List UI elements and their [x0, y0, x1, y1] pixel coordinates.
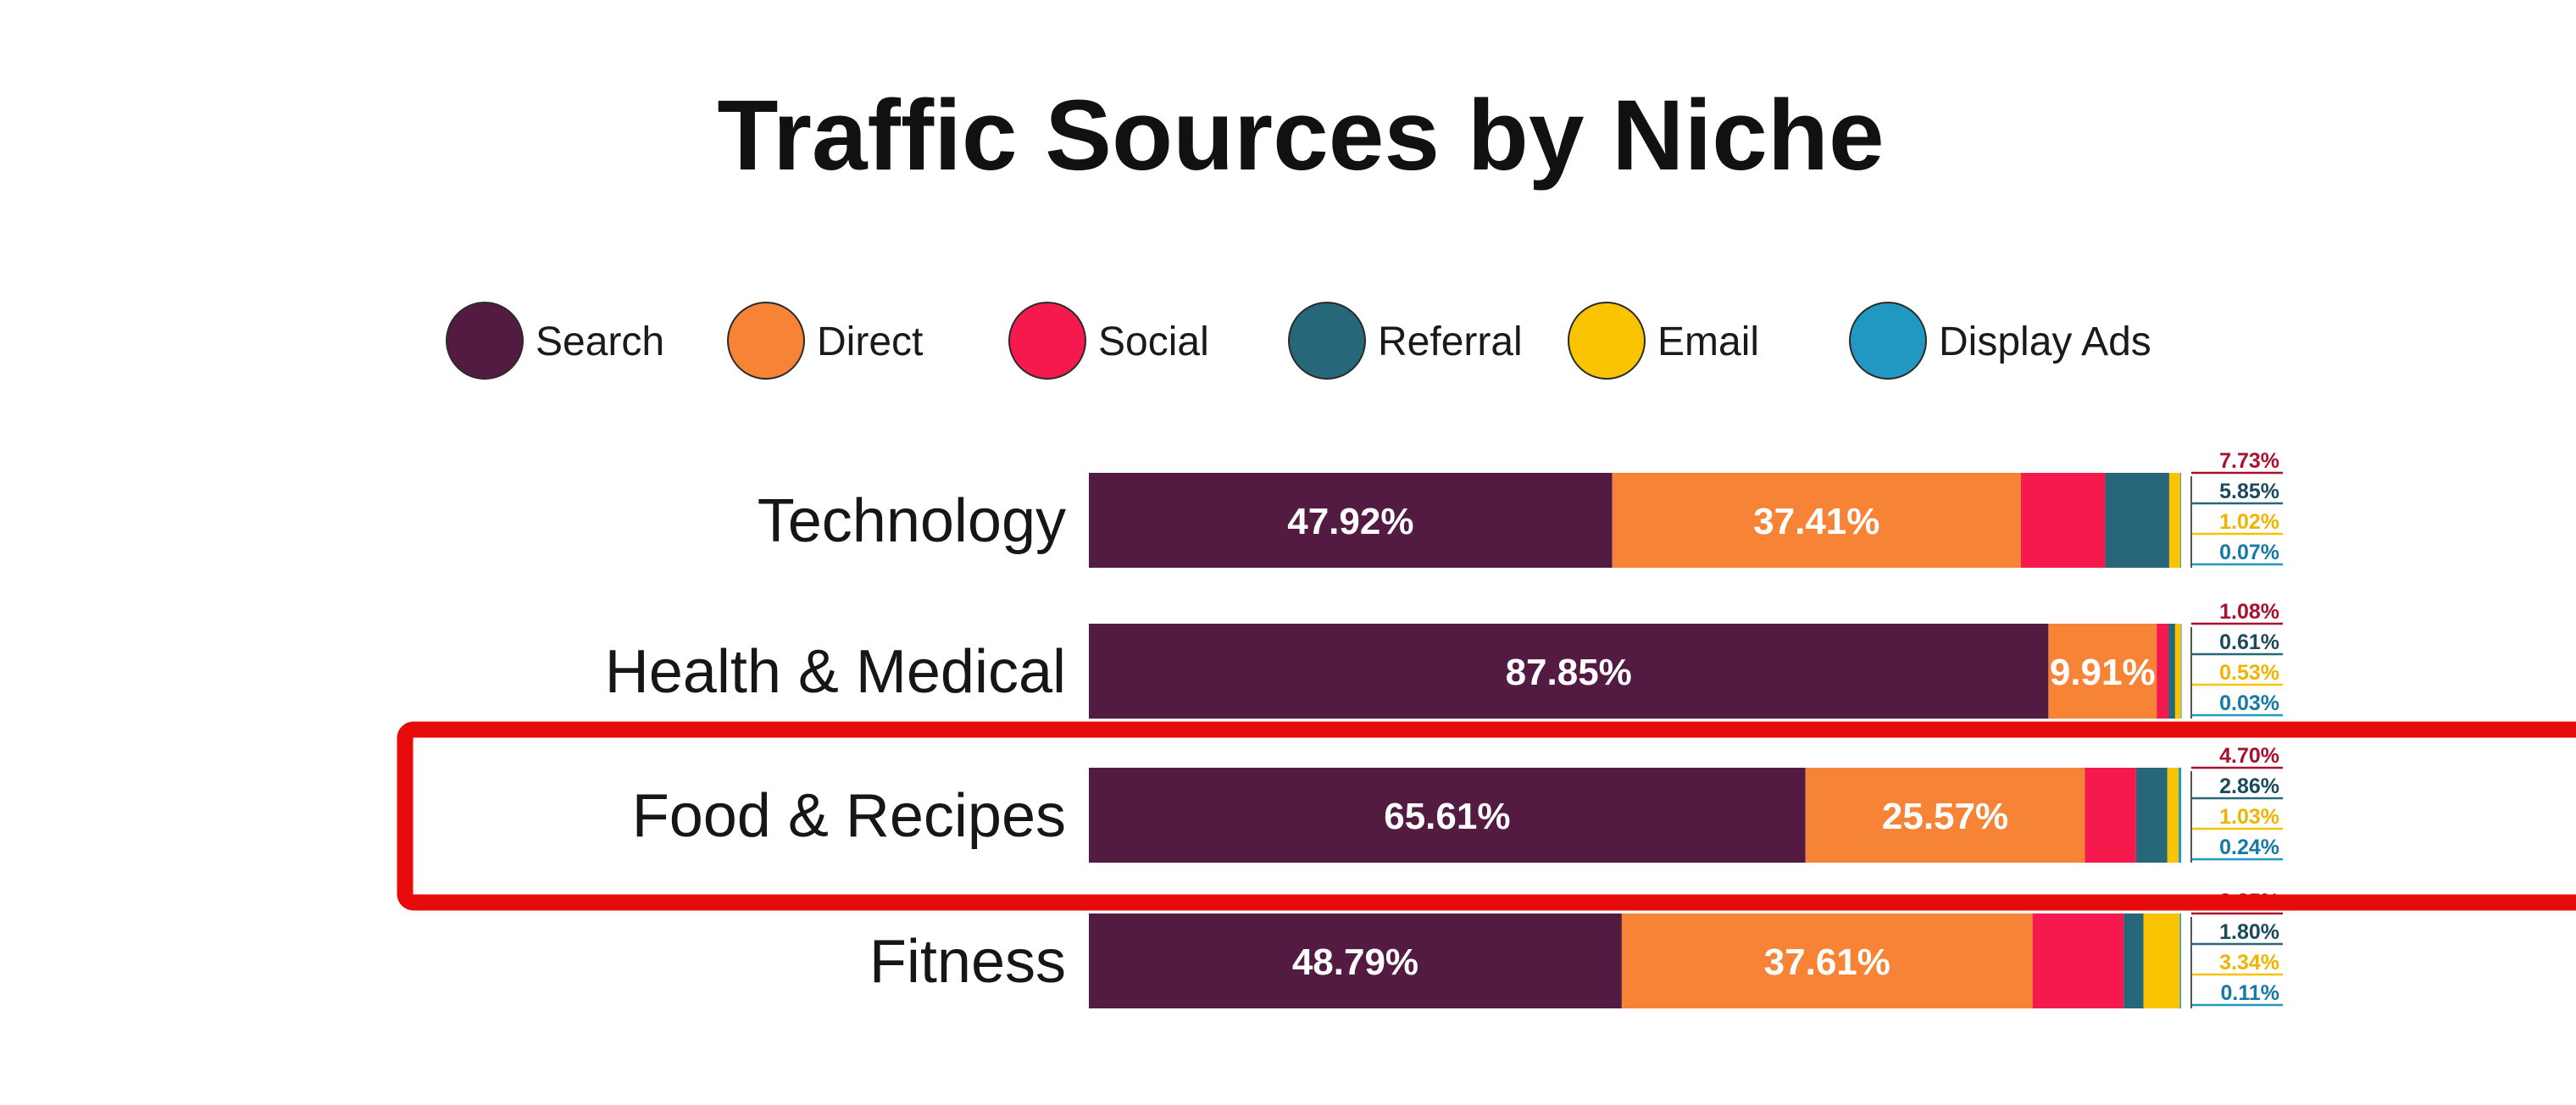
side-value-label: 4.70% [2219, 744, 2279, 768]
side-value-label: 0.53% [2219, 661, 2279, 685]
bar-segment-referral [2135, 768, 2168, 863]
legend-item-display-ads: Display Ads [1849, 302, 2151, 380]
chart-title: Traffic Sources by Niche [717, 80, 1884, 192]
legend-item-search: Search [446, 302, 664, 380]
bar-segment-email [2174, 624, 2181, 719]
bar-segment-email [2167, 768, 2179, 863]
bar-segment-referral [2105, 473, 2169, 568]
legend-swatch-display-ads [1849, 302, 1927, 380]
bar-group-technology: Technology 47.92% 37.41% 7.73% 5.85% 1.02% 0.0… [758, 449, 2283, 568]
category-label: Fitness [869, 928, 1066, 996]
side-value-label: 0.61% [2219, 630, 2279, 654]
legend-label: Display Ads [1939, 319, 2151, 364]
bar-value-label: 25.57% [1882, 796, 2008, 837]
side-value-label: 2.86% [2219, 775, 2279, 798]
side-value-label: 7.73% [2219, 449, 2279, 473]
side-value-label: 1.03% [2219, 805, 2279, 829]
legend-swatch-search [446, 302, 524, 380]
legend-label: Search [536, 319, 664, 364]
bar-value-label: 47.92% [1287, 501, 1413, 542]
highlight-rectangle [397, 721, 2576, 911]
bar-value-label: 37.41% [1753, 501, 1879, 542]
bar-segment-display-ads [2179, 913, 2181, 1008]
bar-segment-social [2020, 473, 2106, 568]
legend-item-social: Social [1008, 302, 1209, 380]
bar-segment-social [2085, 768, 2136, 863]
legend-label: Social [1098, 319, 1209, 364]
category-label: Technology [758, 487, 1066, 555]
side-value-label: 0.11% [2220, 981, 2279, 1005]
legend-swatch-social [1008, 302, 1086, 380]
legend-item-referral: Referral [1288, 302, 1523, 380]
legend-label: Referral [1378, 319, 1523, 364]
bar-value-label: 37.61% [1764, 941, 1890, 983]
bar-segment-direct [2048, 624, 2157, 719]
bar-value-label: 65.61% [1384, 796, 1510, 837]
category-label: Food & Recipes [632, 782, 1066, 850]
legend-label: Direct [817, 319, 923, 364]
side-value-label: 1.08% [2219, 600, 2279, 624]
legend-item-direct: Direct [727, 302, 923, 380]
bar-group-fitness: Fitness 48.79% 37.61%8.35%1.80%3.34%0.11% [869, 890, 2283, 1008]
bar-value-label: 9.91% [2050, 652, 2156, 693]
bar-segment-search [1089, 473, 1613, 568]
bar-segment-display-ads [2180, 624, 2182, 719]
bar-segment-display-ads [2179, 768, 2182, 863]
bar-segment-social [2157, 624, 2169, 719]
legend-item-email: Email [1568, 302, 1759, 380]
legend-swatch-direct [727, 302, 805, 380]
bar-value-label: 87.85% [1506, 652, 1632, 693]
side-value-label: 0.24% [2219, 836, 2279, 859]
bar-value-label: 48.79% [1292, 941, 1418, 983]
category-label: Health & Medical [605, 638, 1066, 706]
bar-segment-display-ads [2180, 473, 2181, 568]
bar-segment-search [1089, 624, 2049, 719]
bar-segment-direct [1612, 473, 2021, 568]
bar-group-food-and-recipes: Food & Recipes 65.61% 25.57% 4.70% 2.86% 1.03… [632, 744, 2283, 863]
legend-label: Email [1657, 319, 1759, 364]
legend-swatch-referral [1288, 302, 1366, 380]
legend: Search Direct Social Referral Email Display A… [446, 302, 2151, 380]
bar-segment-referral [2124, 913, 2144, 1008]
side-value-label: 0.07% [2219, 541, 2279, 564]
side-value-label: 1.02% [2219, 510, 2279, 534]
legend-swatch-email [1568, 302, 1646, 380]
bar-segment-email [2143, 913, 2180, 1008]
bars: Technology 47.92% 37.41% 7.73% 5.85% 1.02% 0.0… [605, 449, 2283, 1008]
side-value-label: 1.80% [2219, 920, 2279, 944]
bar-segment-social [2032, 913, 2124, 1008]
bar-segment-direct [1805, 768, 2085, 863]
bar-segment-direct [1621, 913, 2033, 1008]
bar-segment-email [2168, 473, 2181, 568]
bar-group-health-and-medical: Health & Medical 87.85% 9.91% 1.08% 0.61% 0.5… [605, 600, 2283, 719]
side-value-label: 5.85% [2219, 480, 2279, 503]
bar-segment-search [1089, 768, 1806, 863]
bar-segment-referral [2168, 624, 2175, 719]
side-value-label: 3.34% [2219, 951, 2279, 975]
side-value-label: 0.03% [2219, 691, 2279, 715]
bar-segment-search [1089, 913, 1622, 1008]
highlight-box [397, 721, 2576, 911]
